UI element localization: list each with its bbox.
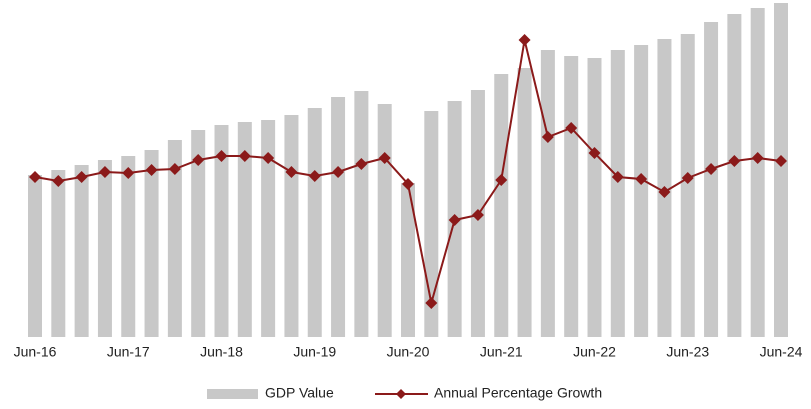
point bbox=[775, 155, 787, 167]
x-tick-label: Jun-20 bbox=[387, 344, 430, 360]
bar bbox=[51, 170, 66, 337]
point bbox=[238, 150, 251, 162]
bar bbox=[704, 22, 719, 337]
bar bbox=[121, 156, 136, 337]
point bbox=[658, 186, 671, 198]
point bbox=[378, 152, 391, 164]
point bbox=[705, 163, 718, 175]
bar bbox=[401, 183, 415, 337]
bar bbox=[28, 175, 42, 337]
bar bbox=[377, 104, 392, 337]
point bbox=[332, 166, 345, 178]
point bbox=[402, 178, 414, 190]
bar bbox=[750, 8, 765, 337]
bar bbox=[610, 50, 625, 337]
bar bbox=[284, 115, 299, 337]
point bbox=[588, 147, 601, 159]
bar bbox=[517, 68, 532, 337]
bar bbox=[634, 45, 649, 337]
x-tick-label: Jun-18 bbox=[200, 344, 243, 360]
point bbox=[681, 172, 694, 184]
bar bbox=[237, 122, 252, 337]
point bbox=[145, 164, 158, 176]
bar bbox=[587, 58, 602, 337]
point bbox=[262, 152, 275, 164]
point bbox=[168, 163, 181, 175]
point bbox=[285, 166, 298, 178]
point bbox=[611, 171, 624, 183]
point bbox=[565, 122, 578, 134]
point bbox=[122, 167, 135, 179]
point bbox=[425, 297, 438, 309]
x-tick-label: Jun-19 bbox=[293, 344, 336, 360]
x-tick-label: Jun-23 bbox=[666, 344, 709, 360]
point bbox=[518, 34, 531, 46]
bar bbox=[331, 97, 346, 337]
point bbox=[471, 209, 484, 221]
bar bbox=[564, 56, 579, 337]
point bbox=[495, 174, 508, 186]
point bbox=[52, 175, 65, 187]
point bbox=[635, 173, 648, 185]
bar bbox=[261, 120, 276, 337]
bar bbox=[191, 130, 206, 337]
bar bbox=[354, 91, 369, 337]
point bbox=[29, 171, 41, 183]
bar bbox=[727, 14, 742, 337]
legend-label: Annual Percentage Growth bbox=[434, 385, 602, 401]
point bbox=[98, 166, 111, 178]
point bbox=[308, 170, 321, 182]
legend-label: GDP Value bbox=[265, 385, 334, 401]
bar bbox=[97, 160, 112, 337]
x-tick-label: Jun-24 bbox=[760, 344, 803, 360]
x-tick-label: Jun-17 bbox=[107, 344, 150, 360]
point bbox=[75, 171, 88, 183]
point bbox=[541, 131, 554, 143]
x-tick-label: Jun-16 bbox=[14, 344, 57, 360]
bar bbox=[680, 34, 695, 337]
bar bbox=[74, 165, 89, 337]
bar bbox=[307, 108, 322, 337]
point bbox=[728, 155, 741, 167]
legend-swatch bbox=[396, 389, 406, 399]
point bbox=[215, 150, 228, 162]
x-tick-label: Jun-21 bbox=[480, 344, 523, 360]
bar bbox=[144, 150, 159, 337]
legend-swatch bbox=[207, 389, 258, 399]
bar bbox=[540, 50, 555, 337]
point bbox=[448, 214, 461, 226]
point bbox=[192, 154, 205, 166]
bar bbox=[167, 140, 182, 337]
bar bbox=[214, 125, 229, 337]
point bbox=[751, 152, 764, 164]
bar bbox=[494, 74, 509, 337]
point bbox=[355, 158, 368, 170]
bar bbox=[774, 3, 788, 337]
x-tick-label: Jun-22 bbox=[573, 344, 616, 360]
